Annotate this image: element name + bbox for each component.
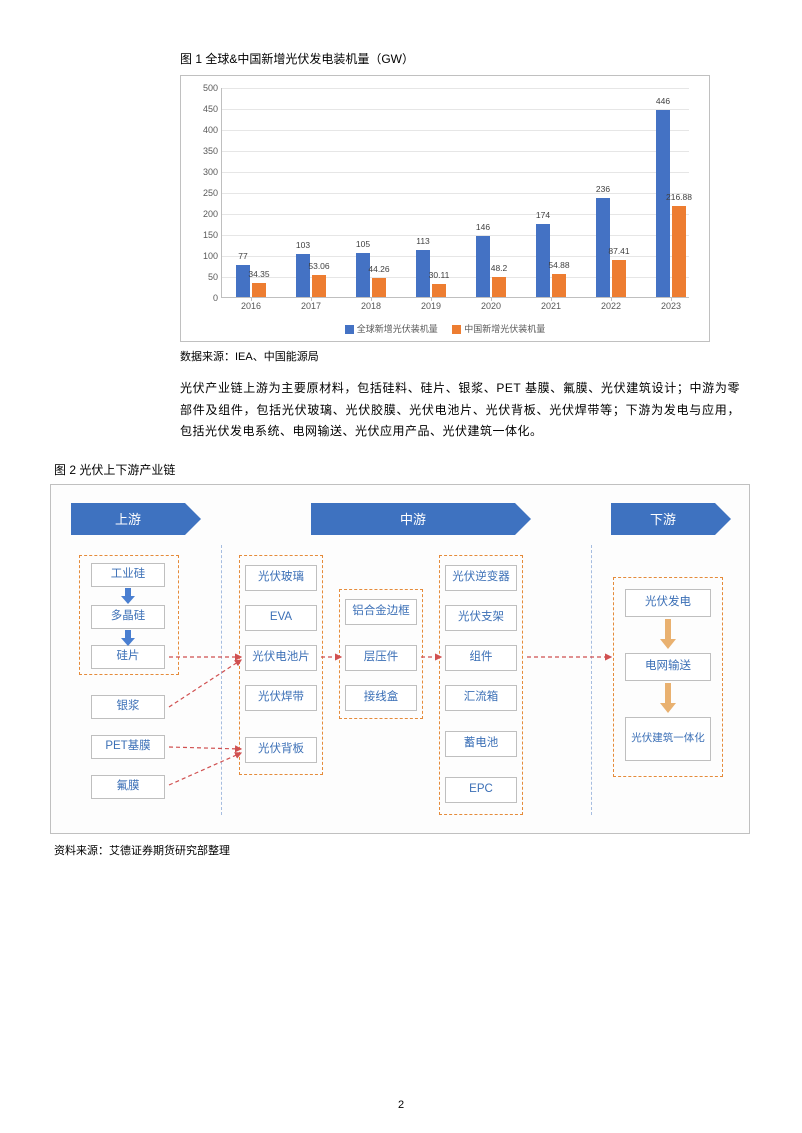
connector-arrow [416,652,446,662]
bar-global: 105 [356,253,370,297]
bar-value-label: 34.35 [248,269,269,279]
flow-node-n8: EVA [245,605,317,631]
bar-value-label: 105 [356,239,370,249]
bar-value-label: 113 [416,236,430,246]
stage-arrow-midstream: 中游 [311,503,531,535]
fig1-title: 图 1 全球&中国新增光伏发电装机量（GW） [180,50,752,67]
y-axis-label: 400 [203,125,222,135]
bar-china: 53.06 [312,275,326,297]
bar-value-label: 30.11 [429,270,450,280]
flow-node-n1: 工业硅 [91,563,165,587]
flow-node-n10: 光伏焊带 [245,685,317,711]
bar-china: 34.35 [252,283,266,297]
fig2-title: 图 2 光伏上下游产业链 [54,461,752,478]
flow-node-n15: 光伏逆变器 [445,565,517,591]
stage-separator [591,545,592,815]
bar-value-label: 146 [476,222,490,232]
flow-node-n16: 光伏支架 [445,605,517,631]
y-axis-label: 0 [213,293,222,303]
flow-node-n11: 光伏背板 [245,737,317,763]
y-axis-label: 350 [203,146,222,156]
connector-arrow [316,652,346,662]
legend-swatch-china [452,325,461,334]
bar-china: 87.41 [612,260,626,297]
flow-node-n6: 氟膜 [91,775,165,799]
flow-node-n23: 光伏建筑一体化 [625,717,711,761]
bar-china: 48.2 [492,277,506,297]
bar-value-label: 48.2 [491,263,508,273]
flow-node-n4: 银浆 [91,695,165,719]
flow-node-n3: 硅片 [91,645,165,669]
y-axis-label: 100 [203,251,222,261]
flow-node-n19: 蓄电池 [445,731,517,757]
y-axis-label: 250 [203,188,222,198]
bar-global: 146 [476,236,490,297]
stage-arrow-label: 下游 [611,503,715,535]
bar-value-label: 77 [238,251,247,261]
flow-node-n20: EPC [445,777,517,803]
down-arrow-icon [121,630,135,646]
grid-line [222,151,689,152]
flow-node-n21: 光伏发电 [625,589,711,617]
bar-china: 30.11 [432,284,446,297]
chart-legend: 全球新增光伏装机量 中国新增光伏装机量 [191,322,699,335]
bar-value-label: 54.88 [548,260,569,270]
bar-value-label: 216.88 [666,192,692,202]
bar-value-label: 236 [596,184,610,194]
y-axis-label: 450 [203,104,222,114]
stage-arrow-downstream: 下游 [611,503,731,535]
bar-value-label: 53.06 [308,261,329,271]
bar-china: 54.88 [552,274,566,297]
connector-arrow [164,748,246,790]
down-arrow-icon [660,683,676,713]
flow-node-n13: 层压件 [345,645,417,671]
y-axis-label: 50 [208,272,222,282]
bar-value-label: 87.41 [608,246,629,256]
grid-line [222,109,689,110]
bar-value-label: 174 [536,210,550,220]
bar-value-label: 103 [296,240,310,250]
legend-label-global: 全球新增光伏装机量 [357,324,438,334]
stage-arrow-label: 上游 [71,503,185,535]
legend-swatch-global [345,325,354,334]
flow-node-n9: 光伏电池片 [245,645,317,671]
bar-chart-container: 0501001502002503003504004505007734.35201… [180,75,710,342]
grid-line [222,172,689,173]
flow-node-n18: 汇流箱 [445,685,517,711]
down-arrow-icon [660,619,676,649]
grid-line [222,88,689,89]
bar-value-label: 446 [656,96,670,106]
y-axis-label: 150 [203,230,222,240]
fig1-source: 数据来源：IEA、中国能源局 [180,348,752,364]
supply-chain-diagram: 上游中游下游工业硅多晶硅硅片银浆PET基膜氟膜光伏玻璃EVA光伏电池片光伏焊带光… [50,484,750,834]
flow-node-n7: 光伏玻璃 [245,565,317,591]
stage-arrow-label: 中游 [311,503,515,535]
down-arrow-icon [121,588,135,604]
bar-value-label: 44.26 [368,264,389,274]
connector-arrow [164,655,246,712]
legend-label-china: 中国新增光伏装机量 [464,324,545,334]
y-axis-label: 300 [203,167,222,177]
stage-arrow-upstream: 上游 [71,503,201,535]
flow-node-n12: 铝合金边框 [345,599,417,625]
grid-line [222,193,689,194]
flow-node-n2: 多晶硅 [91,605,165,629]
grid-line [222,130,689,131]
grid-line [222,214,689,215]
y-axis-label: 200 [203,209,222,219]
bar-global: 446 [656,110,670,297]
bar-chart-plot-area: 0501001502002503003504004505007734.35201… [221,88,689,298]
grid-line [222,235,689,236]
bar-china: 216.88 [672,206,686,297]
connector-arrow [522,652,616,662]
y-axis-label: 500 [203,83,222,93]
flow-node-n5: PET基膜 [91,735,165,759]
body-paragraph: 光伏产业链上游为主要原材料，包括硅料、硅片、银浆、PET 基膜、氟膜、光伏建筑设… [180,378,740,443]
flow-node-n22: 电网输送 [625,653,711,681]
flow-node-n14: 接线盒 [345,685,417,711]
bar-china: 44.26 [372,278,386,297]
fig2-source: 资料来源：艾德证券期货研究部整理 [54,842,752,858]
page-number: 2 [0,1099,802,1111]
flow-node-n17: 组件 [445,645,517,671]
